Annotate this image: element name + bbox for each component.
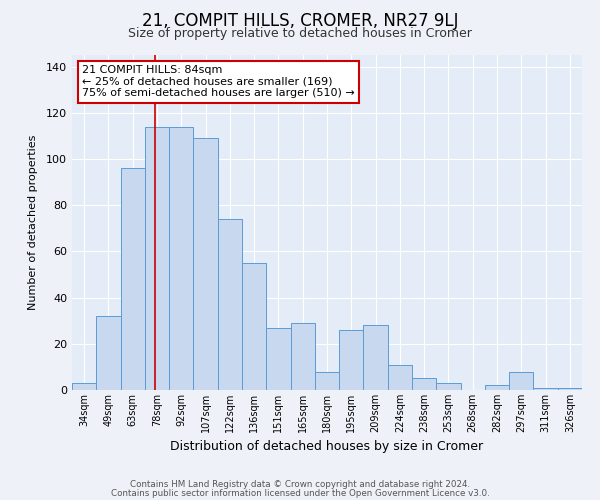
- Text: Contains HM Land Registry data © Crown copyright and database right 2024.: Contains HM Land Registry data © Crown c…: [130, 480, 470, 489]
- Bar: [412, 378, 436, 390]
- Bar: [145, 126, 169, 390]
- Bar: [242, 263, 266, 390]
- Bar: [96, 316, 121, 390]
- Bar: [266, 328, 290, 390]
- Bar: [558, 388, 582, 390]
- Bar: [169, 126, 193, 390]
- Bar: [193, 138, 218, 390]
- Y-axis label: Number of detached properties: Number of detached properties: [28, 135, 38, 310]
- Bar: [290, 323, 315, 390]
- Bar: [364, 326, 388, 390]
- X-axis label: Distribution of detached houses by size in Cromer: Distribution of detached houses by size …: [170, 440, 484, 454]
- Bar: [121, 168, 145, 390]
- Text: 21, COMPIT HILLS, CROMER, NR27 9LJ: 21, COMPIT HILLS, CROMER, NR27 9LJ: [142, 12, 458, 30]
- Bar: [436, 383, 461, 390]
- Bar: [218, 219, 242, 390]
- Text: Contains public sector information licensed under the Open Government Licence v3: Contains public sector information licen…: [110, 488, 490, 498]
- Bar: [485, 386, 509, 390]
- Bar: [339, 330, 364, 390]
- Bar: [533, 388, 558, 390]
- Text: 21 COMPIT HILLS: 84sqm
← 25% of detached houses are smaller (169)
75% of semi-de: 21 COMPIT HILLS: 84sqm ← 25% of detached…: [82, 65, 355, 98]
- Bar: [388, 364, 412, 390]
- Bar: [509, 372, 533, 390]
- Bar: [315, 372, 339, 390]
- Bar: [72, 383, 96, 390]
- Text: Size of property relative to detached houses in Cromer: Size of property relative to detached ho…: [128, 28, 472, 40]
